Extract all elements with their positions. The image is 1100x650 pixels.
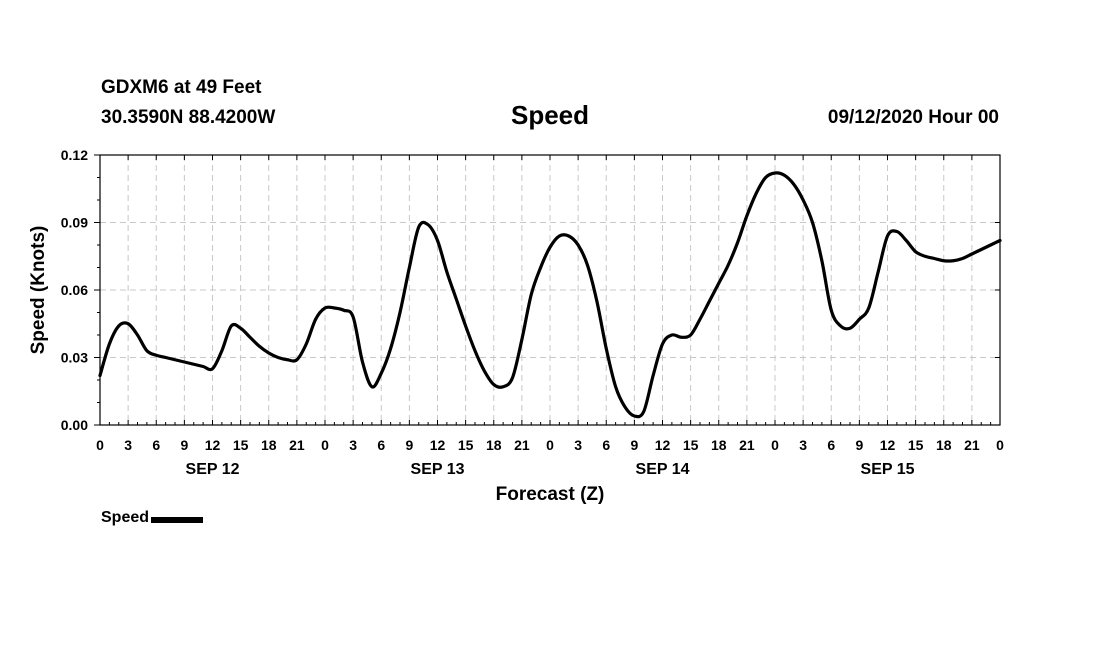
- x-tick-label: 15: [683, 437, 699, 453]
- legend-label: Speed: [101, 509, 150, 526]
- x-tick-label: 3: [799, 437, 807, 453]
- x-tick-label: 15: [908, 437, 924, 453]
- day-label: SEP 12: [186, 461, 240, 478]
- day-label: SEP 13: [411, 461, 465, 478]
- x-tick-label: 6: [377, 437, 385, 453]
- x-tick-label: 18: [936, 437, 952, 453]
- station-label: GDXM6 at 49 Feet: [101, 77, 262, 98]
- x-tick-label: 0: [96, 437, 104, 453]
- x-tick-label: 6: [602, 437, 610, 453]
- x-tick-label: 9: [630, 437, 638, 453]
- plot-frame: [99, 154, 1001, 426]
- x-tick-label: 3: [349, 437, 357, 453]
- coordinates-label: 30.3590N 88.4200W: [101, 107, 276, 128]
- x-tick-label: 12: [205, 437, 221, 453]
- x-tick-label: 9: [405, 437, 413, 453]
- x-tick-label: 0: [321, 437, 329, 453]
- x-tick-label: 12: [880, 437, 896, 453]
- y-tick-label: 0.00: [61, 417, 88, 433]
- x-tick-label: 12: [430, 437, 446, 453]
- y-axis-title: Speed (Knots): [28, 226, 49, 355]
- x-tick-label: 0: [546, 437, 554, 453]
- x-tick-label: 18: [261, 437, 277, 453]
- x-tick-label: 6: [152, 437, 160, 453]
- x-tick-label: 21: [964, 437, 980, 453]
- x-tick-label: 15: [233, 437, 249, 453]
- issue-time-label: 09/12/2020 Hour 00: [827, 107, 999, 128]
- series-line-speed: [98, 171, 1002, 419]
- x-tick-label: 21: [514, 437, 530, 453]
- x-tick-label: 18: [486, 437, 502, 453]
- x-tick-label: 3: [574, 437, 582, 453]
- x-tick-label: 6: [827, 437, 835, 453]
- x-tick-label: 21: [289, 437, 305, 453]
- x-axis-title: Forecast (Z): [496, 484, 605, 505]
- day-label: SEP 14: [636, 461, 690, 478]
- x-tick-label: 0: [996, 437, 1004, 453]
- x-tick-label: 18: [711, 437, 727, 453]
- day-label: SEP 15: [861, 461, 915, 478]
- chart-title: Speed: [510, 100, 590, 130]
- y-tick-label: 0.09: [61, 215, 88, 231]
- legend-swatch: [151, 517, 204, 523]
- x-tick-label: 0: [771, 437, 779, 453]
- x-tick-label: 15: [458, 437, 474, 453]
- x-tick-label: 12: [655, 437, 671, 453]
- x-tick-label: 9: [855, 437, 863, 453]
- x-tick-label: 21: [739, 437, 755, 453]
- y-tick-label: 0.06: [61, 282, 88, 298]
- x-tick-label: 3: [124, 437, 132, 453]
- y-tick-label: 0.03: [61, 350, 88, 366]
- x-tick-label: 9: [180, 437, 188, 453]
- y-tick-label: 0.12: [61, 147, 88, 163]
- legend: Speed: [101, 509, 204, 527]
